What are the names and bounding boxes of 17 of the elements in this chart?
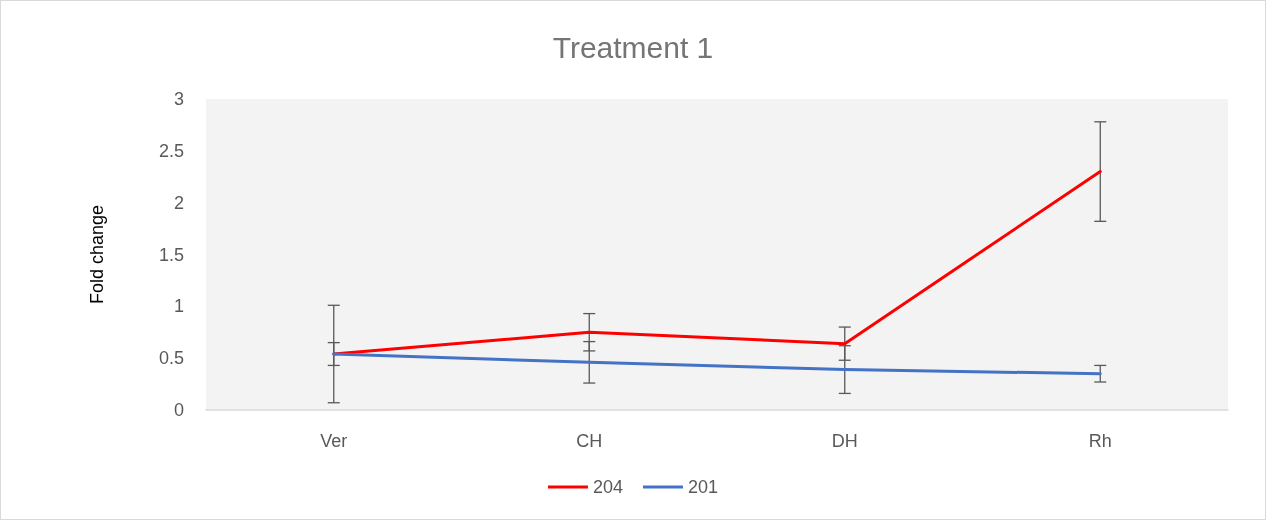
x-tick-label: Ver: [320, 431, 348, 451]
x-tick-label: Rh: [1088, 431, 1112, 451]
legend-label: 204: [592, 477, 624, 497]
x-tick-label: CH: [576, 431, 603, 451]
x-tick-label: DH: [831, 431, 858, 451]
y-tick-label: 2: [173, 192, 184, 213]
y-tick-label: 0: [173, 400, 184, 420]
y-axis-title: Fold change: [87, 204, 107, 305]
y-tick-label: 3: [173, 89, 184, 109]
y-tick-label: 1: [173, 296, 184, 317]
line-series: [332, 352, 1102, 376]
y-tick-label: 0.5: [158, 348, 184, 369]
y-tick-label: 1.5: [158, 244, 184, 265]
legend-label: 201: [688, 477, 719, 497]
y-tick-label: 2.5: [158, 140, 184, 161]
line-series: [332, 170, 1102, 356]
chart-title: Treatment 1: [552, 30, 714, 64]
